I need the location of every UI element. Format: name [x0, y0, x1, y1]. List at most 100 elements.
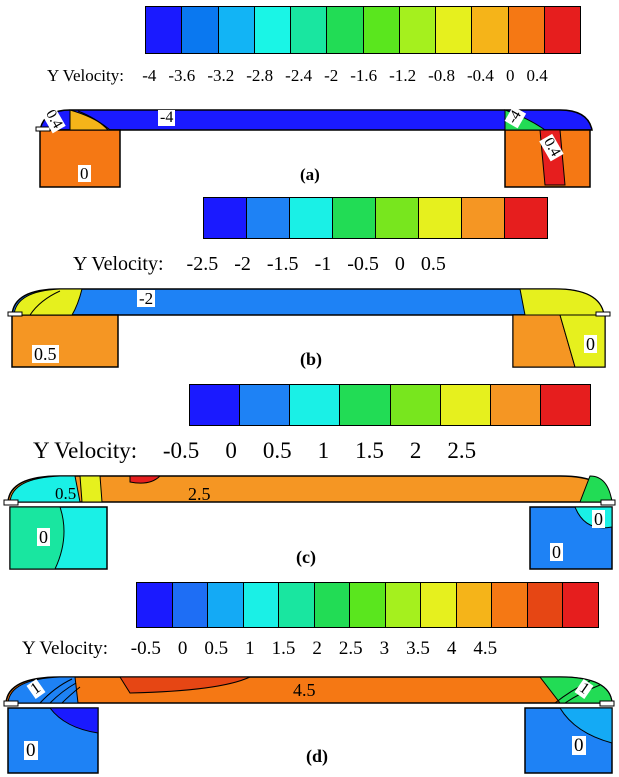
label-d-left-cavity: 0 — [24, 740, 38, 761]
legend-tick-a: -0.4 — [467, 66, 494, 85]
colorbar-d-segment — [385, 583, 422, 627]
label-c-left-corner: 0.5 — [55, 484, 77, 503]
colorbar-b-segment — [204, 198, 247, 238]
legend-ticks-b: -2.5 -2 -1.5 -1 -0.5 0 0.5 — [187, 253, 446, 275]
legend-tick-a: -0.8 — [428, 66, 456, 85]
colorbar-d-segment — [527, 583, 564, 627]
legend-tick-c: 1 — [317, 438, 330, 463]
colorbar-b-segment — [505, 198, 547, 238]
legend-tick-b: -1 — [314, 253, 332, 275]
label-a-channel: -4 — [158, 109, 176, 126]
colorbar-a-segment — [544, 7, 580, 53]
legend-a: Y Velocity: -4 -3.6 -3.2 -2.8 -2.4 -2 -1.6 -1.2… — [47, 66, 548, 86]
legend-tick-a: -2.8 — [246, 66, 274, 85]
legend-tick-d: 0.5 — [204, 638, 229, 659]
legend-tick-d: 4 — [446, 638, 457, 659]
legend-title-b: Y Velocity: — [73, 253, 164, 275]
colorbar-d-segment — [314, 583, 351, 627]
colorbar-a-segment — [508, 7, 545, 53]
caption-c: (c) — [296, 547, 316, 567]
colorbar-c-segment — [190, 385, 241, 425]
label-c-right-corner: 0 — [592, 509, 605, 529]
colorbar-c-segment — [440, 385, 491, 425]
legend-tick-b: -1.5 — [266, 253, 299, 275]
legend-tick-d: 2.5 — [338, 638, 363, 659]
colorbar-d-segment — [243, 583, 280, 627]
legend-tick-a: -2.4 — [285, 66, 313, 85]
colorbar-b-segment — [290, 198, 333, 238]
legend-title-d: Y Velocity: — [22, 638, 109, 659]
legend-tick-c: 1.5 — [355, 438, 384, 463]
colorbar-a — [145, 6, 581, 54]
legend-tick-d: -0.5 — [130, 638, 161, 659]
label-d-channel: 4.5 — [293, 680, 316, 700]
colorbar-d-segment — [279, 583, 315, 627]
legend-b: Y Velocity: -2.5 -2 -1.5 -1 -0.5 0 0.5 — [73, 253, 446, 276]
legend-tick-a: -4 — [142, 66, 157, 85]
legend-ticks-d: -0.5 0 0.5 1 1.5 2 2.5 3 3.5 4 4.5 — [131, 638, 497, 659]
colorbar-b-segment — [376, 198, 419, 238]
label-d-right-cavity: 0 — [572, 735, 586, 756]
legend-tick-a: 0.4 — [526, 66, 548, 85]
colorbar-b-segment — [419, 198, 462, 238]
colorbar-a-segment — [363, 7, 400, 53]
legend-tick-d: 1 — [245, 638, 255, 659]
region-b-main — [11, 288, 605, 316]
label-b-channel: -2 — [137, 289, 156, 308]
caption-b: (b) — [300, 349, 322, 369]
colorbar-c-segment — [290, 385, 341, 425]
colorbar-a-segment — [146, 7, 183, 53]
colorbar-b — [203, 197, 548, 239]
colorbar-d — [136, 582, 599, 628]
legend-tick-b: -0.5 — [347, 253, 379, 275]
legend-tick-d: 0 — [177, 638, 188, 659]
colorbar-d-segment — [456, 583, 493, 627]
panel-a: Y Velocity: -4 -3.6 -3.2 -2.8 -2.4 -2 -1.6 -1.2… — [0, 0, 619, 200]
legend-tick-b: 0 — [394, 253, 405, 275]
legend-tick-c: 2 — [409, 438, 422, 463]
region-b-left — [11, 314, 119, 368]
colorbar-c-segment — [240, 385, 291, 425]
label-a-left-cavity: 0 — [78, 164, 91, 183]
legend-tick-d: 1.5 — [271, 638, 296, 659]
legend-d: Y Velocity: -0.5 0 0.5 1 1.5 2 2.5 3 3.5 4 4.5 — [22, 638, 497, 660]
colorbar-c — [189, 384, 591, 426]
colorbar-c-segment — [340, 385, 391, 425]
legend-tick-a: 0 — [505, 66, 515, 85]
legend-tick-d: 3 — [379, 638, 390, 659]
legend-tick-c: -0.5 — [162, 438, 200, 463]
legend-tick-b: 0.5 — [420, 253, 446, 275]
legend-tick-d: 4.5 — [473, 638, 498, 659]
legend-c: Y Velocity: -0.5 0 0.5 1 1.5 2 2.5 — [33, 438, 476, 464]
legend-tick-a: -2 — [324, 66, 339, 85]
colorbar-a-segment — [218, 7, 255, 53]
panel-d: Y Velocity: -0.5 0 0.5 1 1.5 2 2.5 3 3.5 4 4.5 4.5… — [0, 578, 619, 777]
legend-title-c: Y Velocity: — [33, 438, 138, 463]
colorbar-d-segment — [208, 583, 244, 627]
colorbar-d-segment — [563, 583, 598, 627]
legend-tick-c: 0 — [225, 438, 237, 463]
legend-tick-a: -1.2 — [389, 66, 417, 85]
label-c-left-cavity: 0 — [37, 527, 50, 547]
colorbar-b-segment — [333, 198, 376, 238]
legend-title-a: Y Velocity: — [47, 66, 124, 85]
caption-d: (d) — [306, 746, 328, 766]
legend-tick-c: 0.5 — [262, 438, 292, 463]
colorbar-d-segment — [172, 583, 209, 627]
label-c-right-cavity: 0 — [550, 542, 563, 562]
colorbar-d-segment — [137, 583, 173, 627]
legend-tick-d: 3.5 — [406, 638, 430, 659]
legend-tick-a: -3.2 — [207, 66, 235, 85]
colorbar-a-segment — [291, 7, 328, 53]
legend-tick-a: -3.6 — [168, 66, 196, 85]
label-c-channel: 2.5 — [188, 484, 211, 504]
legend-tick-c: 2.5 — [447, 438, 477, 463]
panel-b: Y Velocity: -2.5 -2 -1.5 -1 -0.5 0 0.5 -2 0.5 … — [0, 195, 619, 380]
caption-a: (a) — [300, 165, 320, 184]
legend-tick-d: 2 — [312, 638, 322, 659]
colorbar-a-segment — [182, 7, 219, 53]
colorbar-b-segment — [462, 198, 505, 238]
colorbar-a-segment — [254, 7, 291, 53]
colorbar-d-segment — [492, 583, 528, 627]
contour-plot-d — [0, 673, 619, 775]
